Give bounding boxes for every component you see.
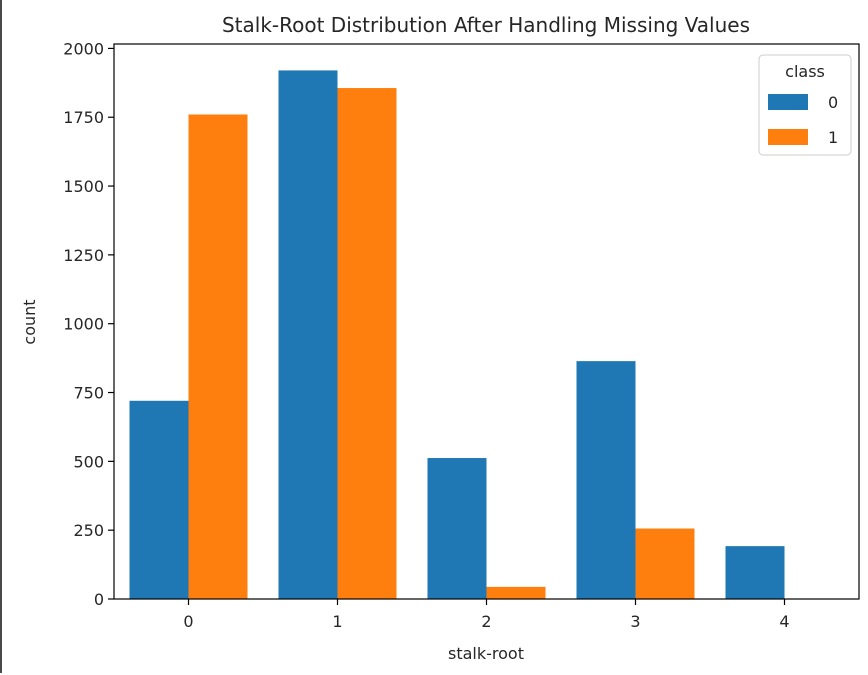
bar-class-1-stalk-root-0	[188, 114, 248, 599]
legend-label-class-1: 1	[828, 128, 838, 147]
x-tick-label: 2	[481, 612, 491, 631]
y-tick-label: 1500	[63, 177, 104, 196]
bars-group	[129, 70, 785, 600]
bar-class-1-stalk-root-1	[337, 88, 397, 600]
x-tick-label: 3	[630, 612, 640, 631]
x-axis: 0 1 2 3 4	[183, 599, 790, 631]
y-tick-label: 250	[73, 521, 104, 540]
y-tick-label: 750	[73, 384, 104, 403]
x-axis-label: stalk-root	[448, 644, 524, 663]
legend-swatch-class-1	[768, 129, 808, 145]
chart-title: Stalk-Root Distribution After Handling M…	[222, 13, 750, 37]
legend-entries: 01	[768, 93, 838, 147]
legend-swatch-class-0	[768, 94, 808, 110]
y-tick-label: 1250	[63, 246, 104, 265]
y-axis: 0 250 500 750 1000 1250 1500 1750 2000	[63, 39, 114, 609]
y-axis-label: count	[20, 299, 39, 344]
legend-title: class	[785, 62, 825, 81]
bar-class-0-stalk-root-2	[427, 458, 487, 599]
bar-class-1-stalk-root-3	[635, 528, 695, 599]
bar-class-0-stalk-root-1	[278, 70, 338, 599]
legend-label-class-0: 0	[828, 93, 838, 112]
x-tick-label: 4	[779, 612, 789, 631]
y-tick-label: 1750	[63, 108, 104, 127]
bar-class-1-stalk-root-2	[486, 586, 546, 599]
legend: class 01	[758, 54, 852, 156]
y-tick-label: 500	[73, 452, 104, 471]
x-tick-label: 0	[183, 612, 193, 631]
y-tick-label: 0	[94, 590, 104, 609]
bar-class-0-stalk-root-4	[725, 546, 785, 599]
bar-class-0-stalk-root-3	[576, 361, 636, 599]
bar-class-0-stalk-root-0	[129, 400, 189, 599]
x-tick-label: 1	[332, 612, 342, 631]
y-tick-label: 2000	[63, 39, 104, 58]
y-tick-label: 1000	[63, 315, 104, 334]
